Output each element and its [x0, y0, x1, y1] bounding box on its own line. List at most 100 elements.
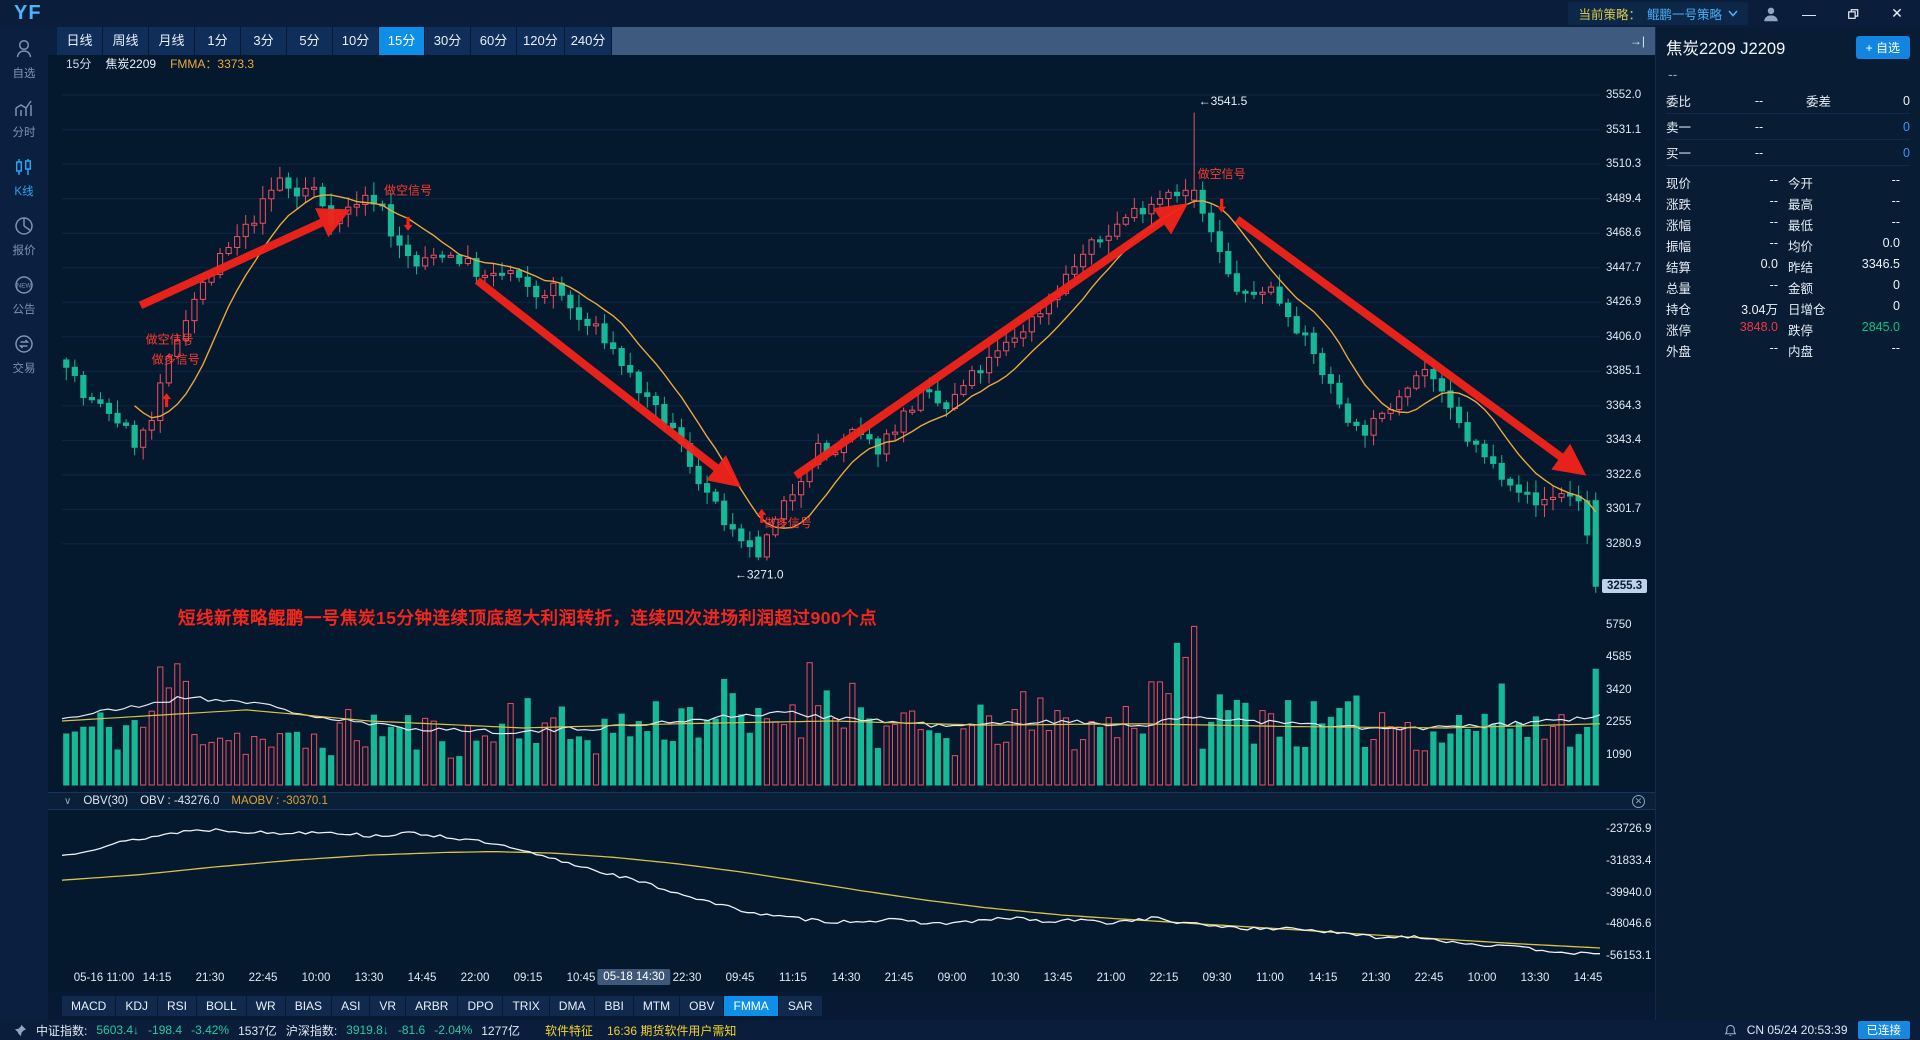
indicator-tab-bbi[interactable]: BBI: [595, 996, 634, 1016]
collapse-right-icon[interactable]: →|: [1629, 34, 1645, 48]
timeframe-button[interactable]: 30分: [425, 27, 471, 55]
quote-label: 卖一: [1666, 121, 1692, 135]
timeframe-button[interactable]: 周线: [103, 27, 149, 55]
timeframe-button[interactable]: 1分: [195, 27, 241, 55]
indicator-tab-obv[interactable]: OBV: [680, 996, 725, 1016]
time-label: 14:15: [1308, 972, 1338, 984]
quote-cell: 现价 --: [1666, 173, 1788, 192]
volume-pane[interactable]: 5750 4585 3420 2255 1090 短线新策略鲲鹏一号焦炭15分钟连续顶底…: [48, 595, 1655, 792]
price-axis: 3552.0 3531.1 3510.3 3489.4 3468.6 3447.7 3426…: [1600, 72, 1655, 595]
obv-pane[interactable]: -23726.9 -31833.4 -39940.0 -48046.6 -56153.1: [48, 810, 1655, 966]
volume-bars: [63, 625, 1599, 786]
strategy-label: 当前策略：: [1578, 8, 1641, 22]
strategy-selector[interactable]: 当前策略： 鲲鹏一号策略: [1568, 2, 1748, 25]
chart-indicator-value: FMMA：3373.3: [170, 57, 255, 71]
timeframe-button[interactable]: 5分: [287, 27, 333, 55]
quote-label: 内盘: [1788, 345, 1814, 359]
indicator-tab-rsi[interactable]: RSI: [158, 996, 198, 1016]
obv-chart[interactable]: [62, 810, 1600, 966]
restore-button[interactable]: [1838, 0, 1868, 27]
index-value: -198.4: [148, 1023, 183, 1037]
price-pane[interactable]: ←3541.5 ←3271.0 做空信号 做多信号 做空信号 做空信号 做多信号 3552.…: [48, 72, 1655, 595]
quote-row: 涨停 3848.0 跌停 2845.0: [1666, 319, 1910, 340]
sidebar-item-user[interactable]: 自选: [12, 37, 36, 81]
price-tick-label: 3531.1: [1606, 123, 1642, 136]
quote-cell: 金额 0: [1788, 278, 1910, 297]
sidebar-item-exchange[interactable]: 交易: [12, 332, 36, 376]
sidebar-item-candles[interactable]: K线: [12, 155, 36, 199]
time-label: 21:30: [1361, 972, 1391, 984]
quote-value: --: [1891, 173, 1900, 187]
index-value: -81.6: [397, 1023, 426, 1037]
indicator-tab-vr[interactable]: VR: [370, 996, 407, 1016]
indicator-tab-arbr[interactable]: ARBR: [406, 996, 459, 1016]
obv-indicator-name: OBV(30): [83, 795, 129, 807]
add-watchlist-button[interactable]: + 自选: [1855, 35, 1910, 59]
price-tick-label: 3322.6: [1606, 468, 1642, 481]
indicator-tab-sar[interactable]: SAR: [778, 996, 823, 1016]
quote-cell: 结算 0.0: [1666, 257, 1788, 276]
timeframe-button[interactable]: 10分: [333, 27, 379, 55]
quote-label: 外盘: [1666, 345, 1692, 359]
indicator-tab-fmma[interactable]: FMMA: [724, 996, 779, 1016]
quote-label: 现价: [1666, 177, 1692, 191]
user-icon[interactable]: [1762, 5, 1780, 23]
indicator-tab-mtm[interactable]: MTM: [633, 996, 681, 1016]
close-button[interactable]: ✕: [1891, 5, 1903, 21]
timeframe-button[interactable]: 120分: [517, 27, 565, 55]
time-axis: 05-16 11:00 14:15 21:30 22:45 10:00 13:30 14:4…: [48, 966, 1655, 992]
quote-cell: 今开 --: [1788, 173, 1910, 192]
indicator-tab-wr[interactable]: WR: [246, 996, 286, 1016]
timeframe-button[interactable]: 月线: [149, 27, 195, 55]
quote-value: 0: [1903, 145, 1910, 160]
volume-tick-label: 2255: [1606, 716, 1632, 729]
quote-row: 总量 -- 金额 0: [1666, 277, 1910, 298]
timeframe-button[interactable]: 240分: [564, 27, 613, 55]
time-label: 13:30: [1520, 972, 1550, 984]
quote-row: 结算 0.0 昨结 3346.5: [1666, 256, 1910, 277]
minimize-button[interactable]: —: [1802, 5, 1816, 22]
obv-close-icon[interactable]: ✕: [1632, 794, 1645, 808]
time-label: 22:15: [1149, 972, 1179, 984]
indicator-tab-bias[interactable]: BIAS: [285, 996, 333, 1016]
obv-axis: -23726.9 -31833.4 -39940.0 -48046.6 -56153.1: [1600, 810, 1655, 966]
quote-title: 焦炭2209 J2209: [1666, 40, 1786, 58]
timeframe-button[interactable]: 60分: [471, 27, 517, 55]
indicator-tab-dpo[interactable]: DPO: [458, 996, 504, 1016]
bell-icon[interactable]: [1724, 1024, 1737, 1037]
notice-text[interactable]: 16:36 期货软件用户需知: [606, 1023, 737, 1038]
quote-value: 3.04万: [1741, 303, 1778, 317]
chevron-down-icon[interactable]: ∨: [64, 795, 72, 807]
timeframe-button[interactable]: 3分: [241, 27, 287, 55]
quote-label: 跌停: [1788, 324, 1814, 338]
price-tick-label: 3510.3: [1606, 158, 1642, 171]
index-value: 1537亿: [238, 1023, 277, 1038]
pie-icon: [15, 217, 33, 235]
indicator-tab-boll[interactable]: BOLL: [197, 996, 247, 1016]
quote-value: 0: [1893, 278, 1900, 292]
time-label: 22:45: [1414, 972, 1444, 984]
quote-cell: 涨幅 --: [1666, 215, 1788, 234]
sidebar-item-news[interactable]: NEW 公告: [12, 273, 36, 317]
timeframe-button[interactable]: 日线: [57, 27, 103, 55]
sidebar-item-pie[interactable]: 报价: [12, 214, 36, 258]
volume-chart[interactable]: [62, 595, 1600, 792]
quote-value: --: [1769, 173, 1778, 187]
pin-icon[interactable]: [14, 1024, 27, 1037]
notice-text[interactable]: 软件特征: [544, 1023, 593, 1038]
time-label: 14:45: [1573, 972, 1603, 984]
sidebar-item-label: 报价: [12, 245, 36, 257]
timeframe-button[interactable]: 15分: [379, 27, 425, 55]
indicator-tab-kdj[interactable]: KDJ: [116, 996, 159, 1016]
quote-cell: 最高 --: [1788, 194, 1910, 213]
signal-arrows: [162, 198, 1227, 523]
sidebar-item-trend[interactable]: 分时: [12, 96, 36, 140]
chart-column: 日线 周线 月线 1分 3分 5分 10分 15分 30分 60分 120分 240分 →| 15分 …: [48, 27, 1655, 1020]
indicator-tab-dma[interactable]: DMA: [549, 996, 596, 1016]
indicator-tab-trix[interactable]: TRIX: [503, 996, 550, 1016]
quote-label: 涨跌: [1666, 198, 1692, 212]
indicator-tab-asi[interactable]: ASI: [332, 996, 371, 1016]
indicator-tab-macd[interactable]: MACD: [62, 996, 117, 1016]
quote-label: 今开: [1788, 177, 1814, 191]
